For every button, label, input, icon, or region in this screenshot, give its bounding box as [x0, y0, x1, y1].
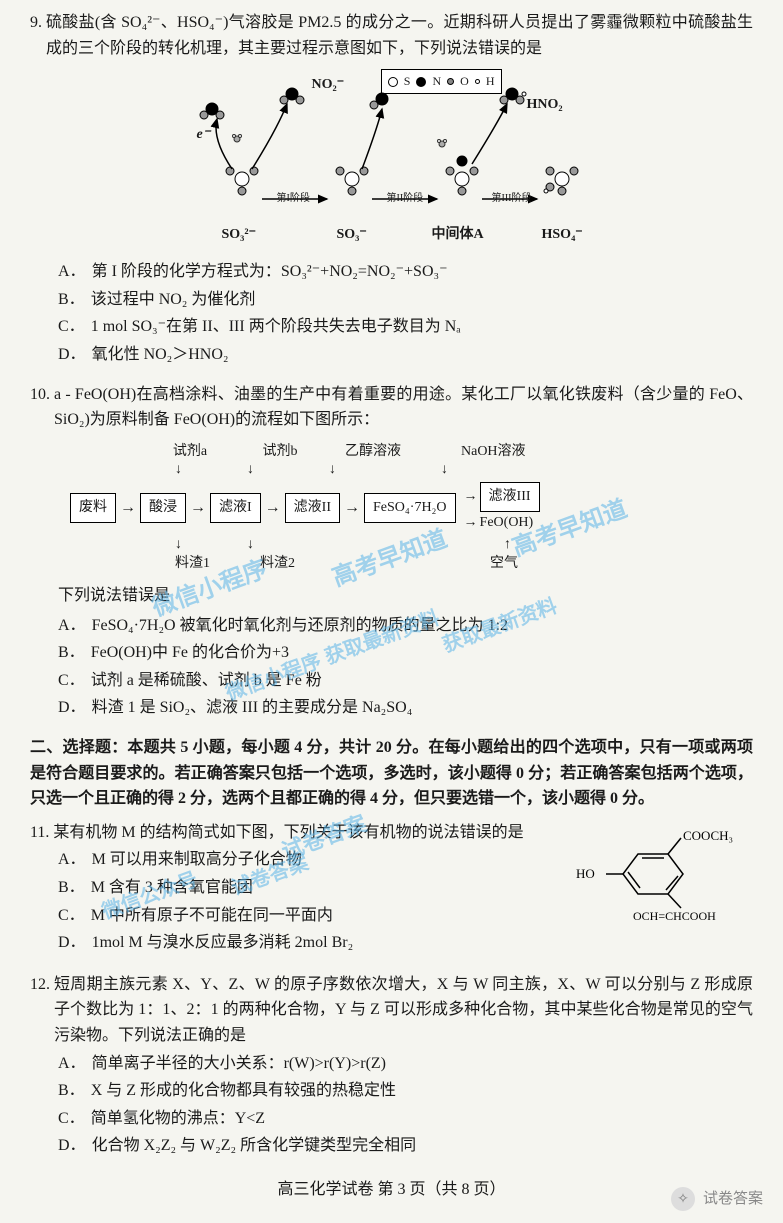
- q9-option-b: 该过程中 NO₂ 为催化剂: [91, 287, 753, 313]
- q10-option-d: 料渣 1 是 SiO₂、滤液 III 的主要成分是 Na₂SO₄: [92, 695, 753, 721]
- q11-option-d: 1mol M 与溴水反应最多消耗 2mol Br₂: [92, 930, 753, 956]
- wechat-footer: ✧ 试卷答案: [671, 1187, 763, 1211]
- q11-text: 某有机物 M 的结构简式如下图，下列关于该有机物的说法错误的是: [53, 820, 561, 846]
- q11-number: 11.: [30, 820, 49, 846]
- q10-text: a - FeO(OH)在高档涂料、油墨的生产中有着重要的用途。某化工厂以氧化铁废…: [54, 382, 753, 433]
- q11-option-c: M 中所有原子不可能在同一平面内: [91, 903, 561, 929]
- q12-option-b: X 与 Z 形成的化合物都具有较强的热稳定性: [91, 1078, 753, 1104]
- wechat-label: 试卷答案: [703, 1187, 763, 1211]
- q10-number: 10.: [30, 382, 50, 433]
- question-10: 10. a - FeO(OH)在高档涂料、油墨的生产中有着重要的用途。某化工厂以…: [30, 382, 753, 722]
- q12-text: 短周期主族元素 X、Y、Z、W 的原子序数依次增大，X 与 W 同主族，X、W …: [54, 972, 753, 1049]
- svg-text:COOCH₃: COOCH₃: [683, 828, 733, 843]
- q9-option-a: 第 I 阶段的化学方程式为：SO₃²⁻+NO₂=NO₂⁻+SO₃⁻: [92, 259, 753, 285]
- q10-subtext: 下列说法错误是: [30, 583, 753, 609]
- svg-text:HO: HO: [576, 866, 595, 881]
- q9-option-c: 1 mol SO₃⁻在第 II、III 两个阶段共失去电子数目为 Nₐ: [91, 314, 753, 340]
- q11-molecule-diagram: COOCH₃ HO OCH=CHCOOH: [573, 824, 753, 924]
- page-footer: 高三化学试卷 第 3 页（共 8 页）: [30, 1177, 753, 1203]
- q11-option-a: M 可以用来制取高分子化合物: [92, 847, 561, 873]
- q10-option-b: FeO(OH)中 Fe 的化合价为+3: [91, 640, 753, 666]
- q9-text: 硫酸盐(含 SO₄²⁻、HSO₄⁻)气溶胶是 PM2.5 的成分之一。近期科研人…: [46, 10, 753, 61]
- q12-number: 12.: [30, 972, 50, 1049]
- q12-option-a: 简单离子半径的大小关系：r(W)>r(Y)>r(Z): [92, 1051, 753, 1077]
- section-2-header: 二、选择题：本题共 5 小题，每小题 4 分，共计 20 分。在每小题给出的四个…: [30, 735, 753, 812]
- svg-text:OCH=CHCOOH: OCH=CHCOOH: [633, 909, 716, 923]
- q10-flow-diagram: 试剂a 试剂b 乙醇溶液 NaOH溶液 ↓↓ ↓↓ 废料 → 酸浸 → 滤液I …: [70, 441, 753, 575]
- q9-number: 9.: [30, 10, 42, 61]
- question-12: 12. 短周期主族元素 X、Y、Z、W 的原子序数依次增大，X 与 W 同主族，…: [30, 972, 753, 1159]
- wechat-icon: ✧: [671, 1187, 695, 1211]
- q12-option-d: 化合物 X₂Z₂ 与 W₂Z₂ 所含化学键类型完全相同: [92, 1133, 753, 1159]
- q12-option-c: 简单氢化物的沸点：Y<Z: [91, 1106, 753, 1132]
- q10-option-c: 试剂 a 是稀硫酸、试剂 b 是 Fe 粉: [91, 668, 753, 694]
- q9-mechanism-diagram: S N O H: [30, 69, 753, 249]
- q11-option-b: M 含有 3 种含氧官能团: [91, 875, 561, 901]
- q9-option-d: 氧化性 NO₂＞HNO₂: [92, 342, 753, 368]
- question-11: COOCH₃ HO OCH=CHCOOH 11. 某有机物 M 的结构简式如下图…: [30, 820, 753, 958]
- q10-option-a: FeSO₄·7H₂O 被氧化时氧化剂与还原剂的物质的量之比为 1:2: [92, 613, 753, 639]
- question-9: 9. 硫酸盐(含 SO₄²⁻、HSO₄⁻)气溶胶是 PM2.5 的成分之一。近期…: [30, 10, 753, 368]
